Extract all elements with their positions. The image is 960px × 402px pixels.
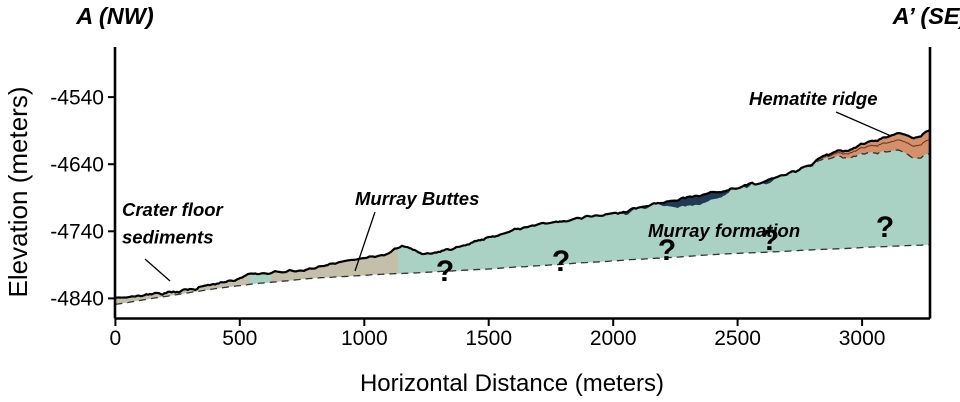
svg-text:-4740: -4740 xyxy=(50,221,104,244)
svg-text:?: ? xyxy=(876,211,894,244)
svg-text:Murray Buttes: Murray Buttes xyxy=(355,188,479,209)
svg-text:?: ? xyxy=(552,245,570,278)
svg-text:Crater floor: Crater floor xyxy=(122,199,225,220)
svg-text:-4840: -4840 xyxy=(50,288,104,311)
svg-text:-4540: -4540 xyxy=(50,86,104,109)
svg-text:A’ (SE): A’ (SE) xyxy=(892,3,960,29)
svg-text:0: 0 xyxy=(110,327,122,350)
svg-text:1000: 1000 xyxy=(341,327,388,350)
svg-text:Horizontal Distance (meters): Horizontal Distance (meters) xyxy=(360,370,664,397)
svg-text:500: 500 xyxy=(222,327,257,350)
svg-text:-4640: -4640 xyxy=(50,153,104,176)
svg-text:sediments: sediments xyxy=(122,227,214,248)
svg-text:Elevation (meters): Elevation (meters) xyxy=(3,87,33,298)
svg-text:?: ? xyxy=(436,255,454,288)
svg-text:3000: 3000 xyxy=(839,327,886,350)
svg-text:?: ? xyxy=(761,224,779,257)
svg-text:2000: 2000 xyxy=(590,327,637,350)
svg-text:1500: 1500 xyxy=(465,327,512,350)
svg-text:?: ? xyxy=(658,234,676,267)
svg-text:A (NW): A (NW) xyxy=(75,3,154,29)
svg-text:2500: 2500 xyxy=(714,327,761,350)
svg-text:Hematite ridge: Hematite ridge xyxy=(749,88,878,109)
